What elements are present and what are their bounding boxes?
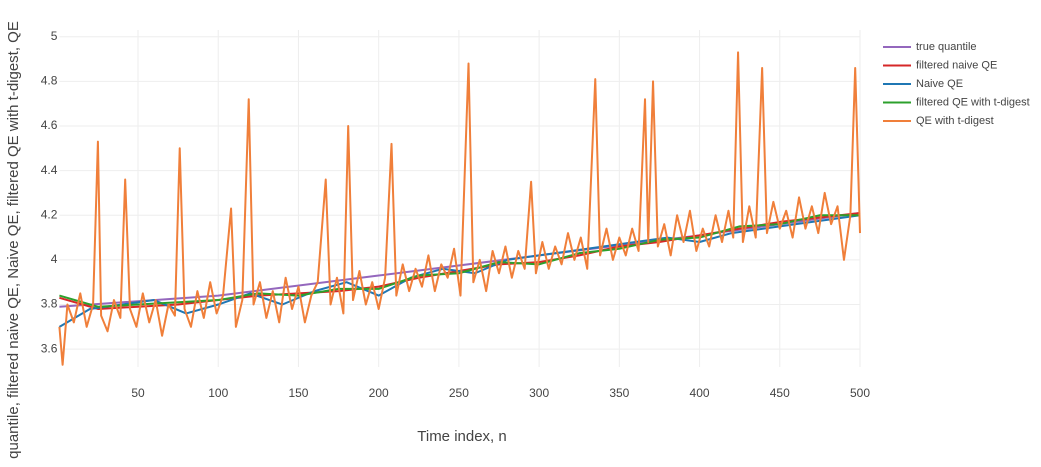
y-axis-title: quantile, filtered naive QE, Naive QE, f… [5,21,22,459]
y-tick-label: 4 [51,252,58,266]
legend-label: QE with t-digest [916,115,994,127]
y-tick-label: 3.6 [41,341,58,355]
data-line [59,214,860,308]
data-line [58,51,861,366]
x-tick-label: 400 [690,386,710,400]
y-tick-label: 5 [51,29,58,43]
legend-label: Naive QE [916,78,963,90]
x-tick-label: 200 [369,386,389,400]
x-tick-label: 500 [850,386,870,400]
x-tick-label: 300 [529,386,549,400]
x-tick-label: 350 [609,386,629,400]
y-tick-label: 4.4 [41,163,58,177]
y-tick-label: 3.8 [41,297,58,311]
x-tick-label: 450 [770,386,790,400]
y-tick-label: 4.2 [41,207,58,221]
x-tick-label: 250 [449,386,469,400]
data-line [58,214,861,328]
x-axis-title: Time index, n [417,428,506,445]
y-tick-label: 4.6 [41,118,58,132]
x-tick-label: 150 [288,386,308,400]
legend-label: true quantile [916,41,977,53]
legend-label: filtered naive QE [916,59,997,71]
y-tick-label: 4.8 [41,74,58,88]
x-tick-label: 50 [131,386,145,400]
legend-label: filtered QE with t-digest [916,96,1030,108]
x-tick-label: 100 [208,386,228,400]
